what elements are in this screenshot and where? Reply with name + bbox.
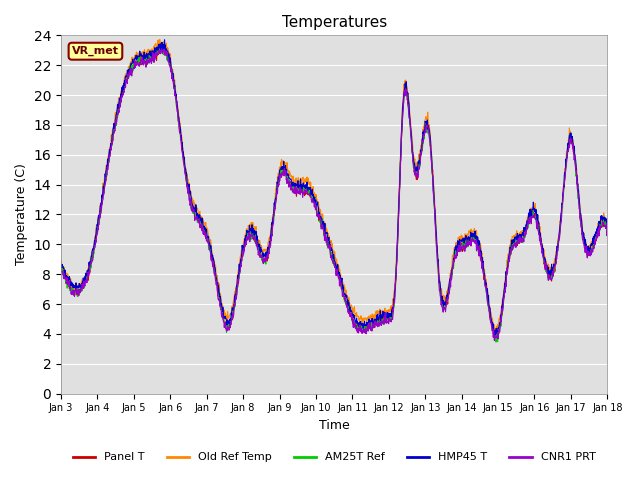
Line: CNR1 PRT: CNR1 PRT <box>61 49 607 340</box>
CNR1 PRT <box>310 204 318 209</box>
CNR1 PRT <box>490 337 498 343</box>
HMP45 T <box>122 73 129 79</box>
AM25T Ref <box>604 229 611 235</box>
Line: Panel T: Panel T <box>61 46 607 340</box>
Panel T <box>310 201 318 206</box>
HMP45 T <box>301 184 308 190</box>
CNR1 PRT <box>369 324 376 330</box>
Panel T <box>99 191 107 197</box>
AM25T Ref <box>301 187 308 193</box>
Old Ref Temp <box>57 258 65 264</box>
AM25T Ref <box>57 268 65 274</box>
Legend: Panel T, Old Ref Temp, AM25T Ref, HMP45 T, CNR1 PRT: Panel T, Old Ref Temp, AM25T Ref, HMP45 … <box>68 448 600 467</box>
Old Ref Temp <box>310 192 318 198</box>
Panel T <box>122 77 129 83</box>
HMP45 T <box>57 262 65 267</box>
CNR1 PRT <box>604 228 611 234</box>
CNR1 PRT <box>289 190 297 196</box>
Line: HMP45 T: HMP45 T <box>61 40 607 335</box>
Old Ref Temp <box>122 71 129 77</box>
Line: Old Ref Temp: Old Ref Temp <box>61 39 607 332</box>
HMP45 T <box>604 225 611 230</box>
CNR1 PRT <box>301 188 308 193</box>
Panel T <box>161 43 168 48</box>
CNR1 PRT <box>57 268 65 274</box>
Y-axis label: Temperature (C): Temperature (C) <box>15 164 28 265</box>
Old Ref Temp <box>156 36 164 42</box>
Panel T <box>289 185 297 191</box>
AM25T Ref <box>157 44 165 49</box>
AM25T Ref <box>99 191 107 197</box>
Old Ref Temp <box>99 185 107 191</box>
X-axis label: Time: Time <box>319 419 349 432</box>
Old Ref Temp <box>493 329 501 335</box>
HMP45 T <box>161 37 168 43</box>
AM25T Ref <box>122 82 129 87</box>
Panel T <box>369 319 376 325</box>
HMP45 T <box>492 332 499 338</box>
HMP45 T <box>310 196 318 202</box>
AM25T Ref <box>492 339 500 345</box>
Text: VR_met: VR_met <box>72 46 119 56</box>
Old Ref Temp <box>301 179 308 184</box>
CNR1 PRT <box>158 46 166 52</box>
CNR1 PRT <box>122 84 129 90</box>
AM25T Ref <box>289 185 297 191</box>
Panel T <box>492 337 500 343</box>
AM25T Ref <box>369 324 376 329</box>
AM25T Ref <box>310 201 318 206</box>
Title: Temperatures: Temperatures <box>282 15 387 30</box>
Panel T <box>301 193 308 199</box>
CNR1 PRT <box>99 191 107 196</box>
Old Ref Temp <box>604 222 611 228</box>
HMP45 T <box>99 184 107 190</box>
HMP45 T <box>289 180 297 185</box>
Old Ref Temp <box>369 311 376 317</box>
Line: AM25T Ref: AM25T Ref <box>61 47 607 342</box>
Panel T <box>57 263 65 268</box>
Panel T <box>604 225 611 231</box>
HMP45 T <box>369 319 376 325</box>
Old Ref Temp <box>289 173 297 179</box>
